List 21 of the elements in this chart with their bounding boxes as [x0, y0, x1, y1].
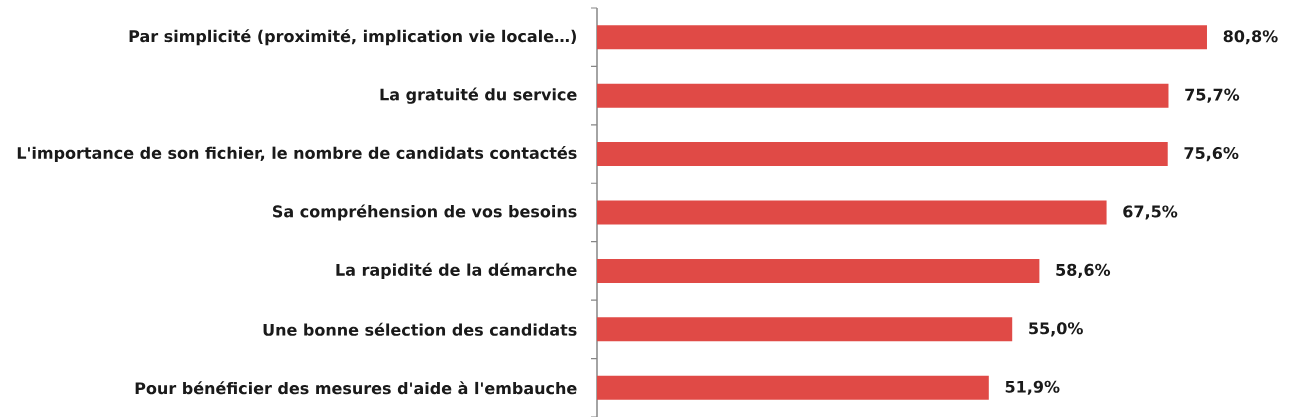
- bar: [597, 200, 1107, 225]
- bar: [597, 258, 1040, 283]
- y-tick-label: Une bonne sélection des candidats: [263, 322, 577, 336]
- data-label: 55,0%: [1029, 322, 1083, 337]
- data-label: 67,5%: [1123, 205, 1178, 220]
- y-tick-label: Par simplicité (proximité, implication vie locale…): [129, 29, 576, 46]
- data-label: 80,8%: [1223, 30, 1278, 45]
- y-tick-label: La rapidité de la démarche: [336, 262, 577, 279]
- y-tick-label: Pour bénéficier des mesures d'aide à l'embauche: [135, 381, 577, 395]
- bar: [597, 317, 1013, 342]
- y-tick-label: L'importance de son fichier, le nombre de candidats contactés: [17, 146, 577, 163]
- bar: [597, 142, 1168, 167]
- data-label: 75,6%: [1184, 146, 1239, 162]
- data-label: 51,9%: [1005, 380, 1060, 395]
- y-tick-label: La gratuité du service: [380, 87, 577, 104]
- data-label: 58,6%: [1056, 263, 1111, 278]
- data-label: 75,7%: [1185, 88, 1240, 103]
- bar: [597, 83, 1169, 108]
- bar: [597, 375, 989, 400]
- bar: [597, 25, 1207, 50]
- y-tick-label: Sa compréhension de vos besoins: [273, 204, 577, 221]
